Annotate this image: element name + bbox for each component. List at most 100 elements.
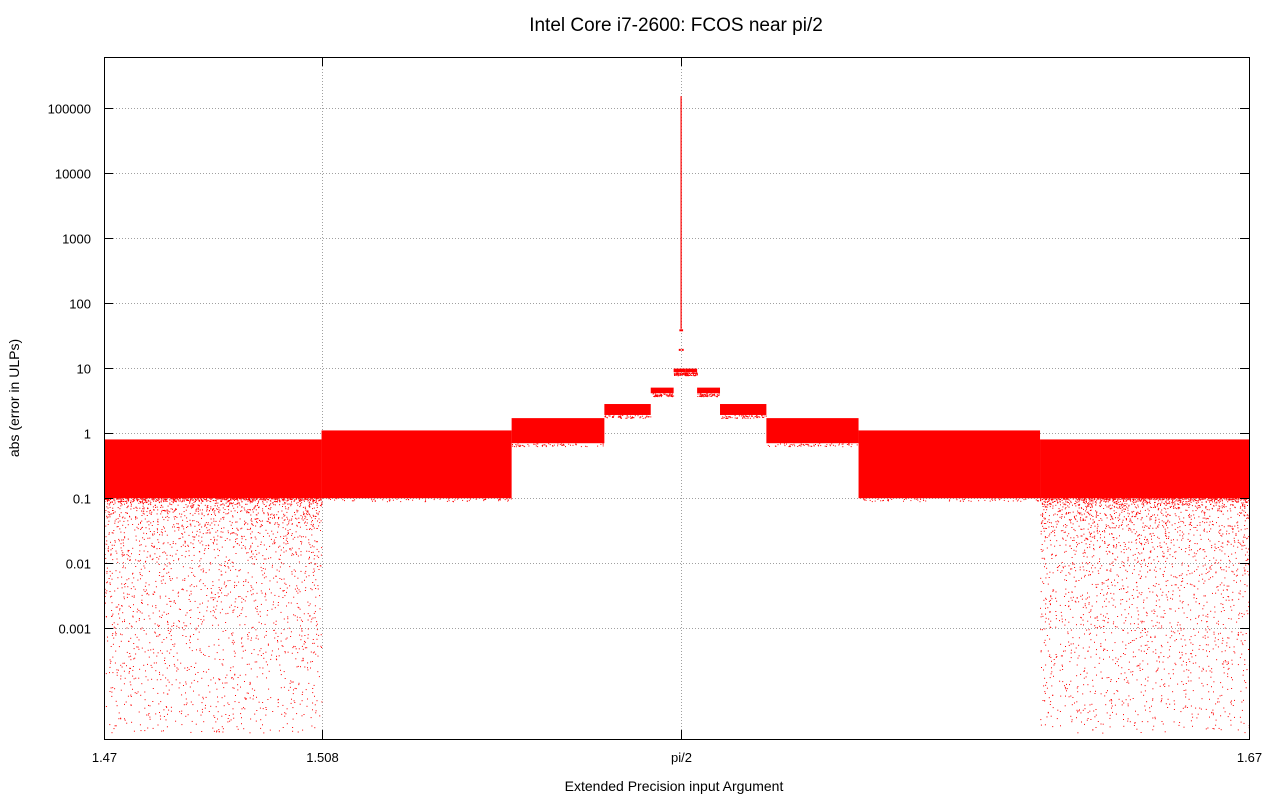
error-point — [1167, 499, 1169, 501]
error-point — [295, 648, 297, 650]
error-point — [1093, 531, 1095, 533]
error-point — [1051, 685, 1053, 687]
error-point — [203, 498, 205, 500]
error-point — [272, 502, 274, 504]
error-point — [1117, 499, 1119, 501]
error-point — [1233, 646, 1235, 648]
error-point — [256, 499, 258, 500]
error-point — [1123, 511, 1125, 512]
error-point — [167, 713, 168, 715]
error-point — [1114, 606, 1116, 608]
error-point — [1160, 505, 1161, 506]
error-point — [207, 685, 209, 687]
error-point — [197, 498, 199, 500]
error-point — [842, 443, 844, 445]
error-point — [260, 655, 262, 656]
error-point — [1246, 610, 1248, 612]
error-point — [218, 507, 220, 509]
error-point — [728, 416, 730, 417]
error-point — [117, 507, 119, 509]
error-point — [155, 670, 157, 672]
error-point — [1134, 722, 1136, 724]
error-point — [259, 498, 261, 500]
error-point — [215, 706, 217, 708]
error-point — [272, 517, 273, 519]
error-point — [1097, 498, 1098, 500]
error-point — [172, 541, 174, 543]
error-point — [287, 618, 289, 620]
error-point — [250, 718, 252, 720]
error-point — [282, 498, 284, 500]
error-point — [260, 603, 262, 605]
error-point — [1114, 498, 1116, 500]
error-point — [220, 518, 222, 520]
error-point — [1095, 504, 1097, 506]
error-point — [1232, 505, 1234, 506]
error-point — [1198, 616, 1199, 618]
error-point — [1192, 643, 1194, 645]
error-point — [1181, 664, 1183, 666]
error-point — [268, 508, 269, 510]
error-point — [1052, 590, 1054, 592]
error-point — [297, 652, 299, 654]
error-point — [146, 533, 147, 535]
error-point — [108, 532, 110, 534]
error-point — [1044, 692, 1046, 694]
error-point — [1068, 591, 1070, 593]
error-point — [280, 536, 282, 538]
error-point — [144, 730, 146, 732]
error-point — [239, 596, 241, 597]
error-point — [243, 499, 245, 501]
error-point — [1044, 639, 1046, 641]
error-point — [130, 625, 132, 627]
error-point — [1242, 596, 1244, 598]
error-point — [1200, 708, 1202, 710]
error-point — [250, 533, 252, 535]
error-point — [222, 498, 224, 500]
error-point — [187, 505, 189, 507]
error-point — [1060, 611, 1062, 613]
error-point — [1126, 600, 1128, 602]
error-point — [1156, 594, 1157, 596]
error-point — [709, 394, 711, 396]
error-point — [1169, 554, 1171, 556]
error-point — [1229, 561, 1231, 563]
error-point — [197, 618, 199, 619]
error-point — [1135, 539, 1137, 541]
error-point — [220, 589, 221, 591]
error-point — [1082, 647, 1084, 649]
error-point — [199, 650, 201, 652]
error-point — [133, 577, 135, 579]
error-point — [1196, 506, 1198, 508]
error-point — [315, 625, 317, 627]
error-point — [1043, 685, 1045, 687]
error-point — [602, 443, 604, 445]
error-point — [128, 671, 130, 673]
error-point — [1246, 501, 1248, 503]
error-point — [157, 509, 159, 511]
error-point — [1222, 502, 1224, 504]
error-point — [783, 443, 785, 445]
error-point — [1086, 629, 1088, 631]
error-point — [205, 499, 207, 501]
error-point — [166, 637, 168, 639]
error-point — [136, 646, 138, 648]
error-point — [178, 526, 180, 528]
error-point — [1074, 503, 1075, 505]
error-point — [498, 499, 500, 501]
error-point — [1046, 635, 1048, 636]
error-point — [751, 415, 753, 417]
error-point — [180, 609, 181, 610]
error-point — [230, 524, 232, 526]
error-point — [214, 524, 216, 526]
error-point — [1188, 554, 1190, 556]
error-point — [1141, 629, 1143, 631]
error-point — [1088, 505, 1090, 507]
error-point — [1062, 669, 1064, 670]
error-point — [543, 444, 545, 446]
error-point — [808, 444, 810, 446]
error-point — [1144, 500, 1146, 501]
error-point — [112, 532, 114, 534]
error-point — [1133, 589, 1134, 591]
error-point — [150, 649, 152, 651]
